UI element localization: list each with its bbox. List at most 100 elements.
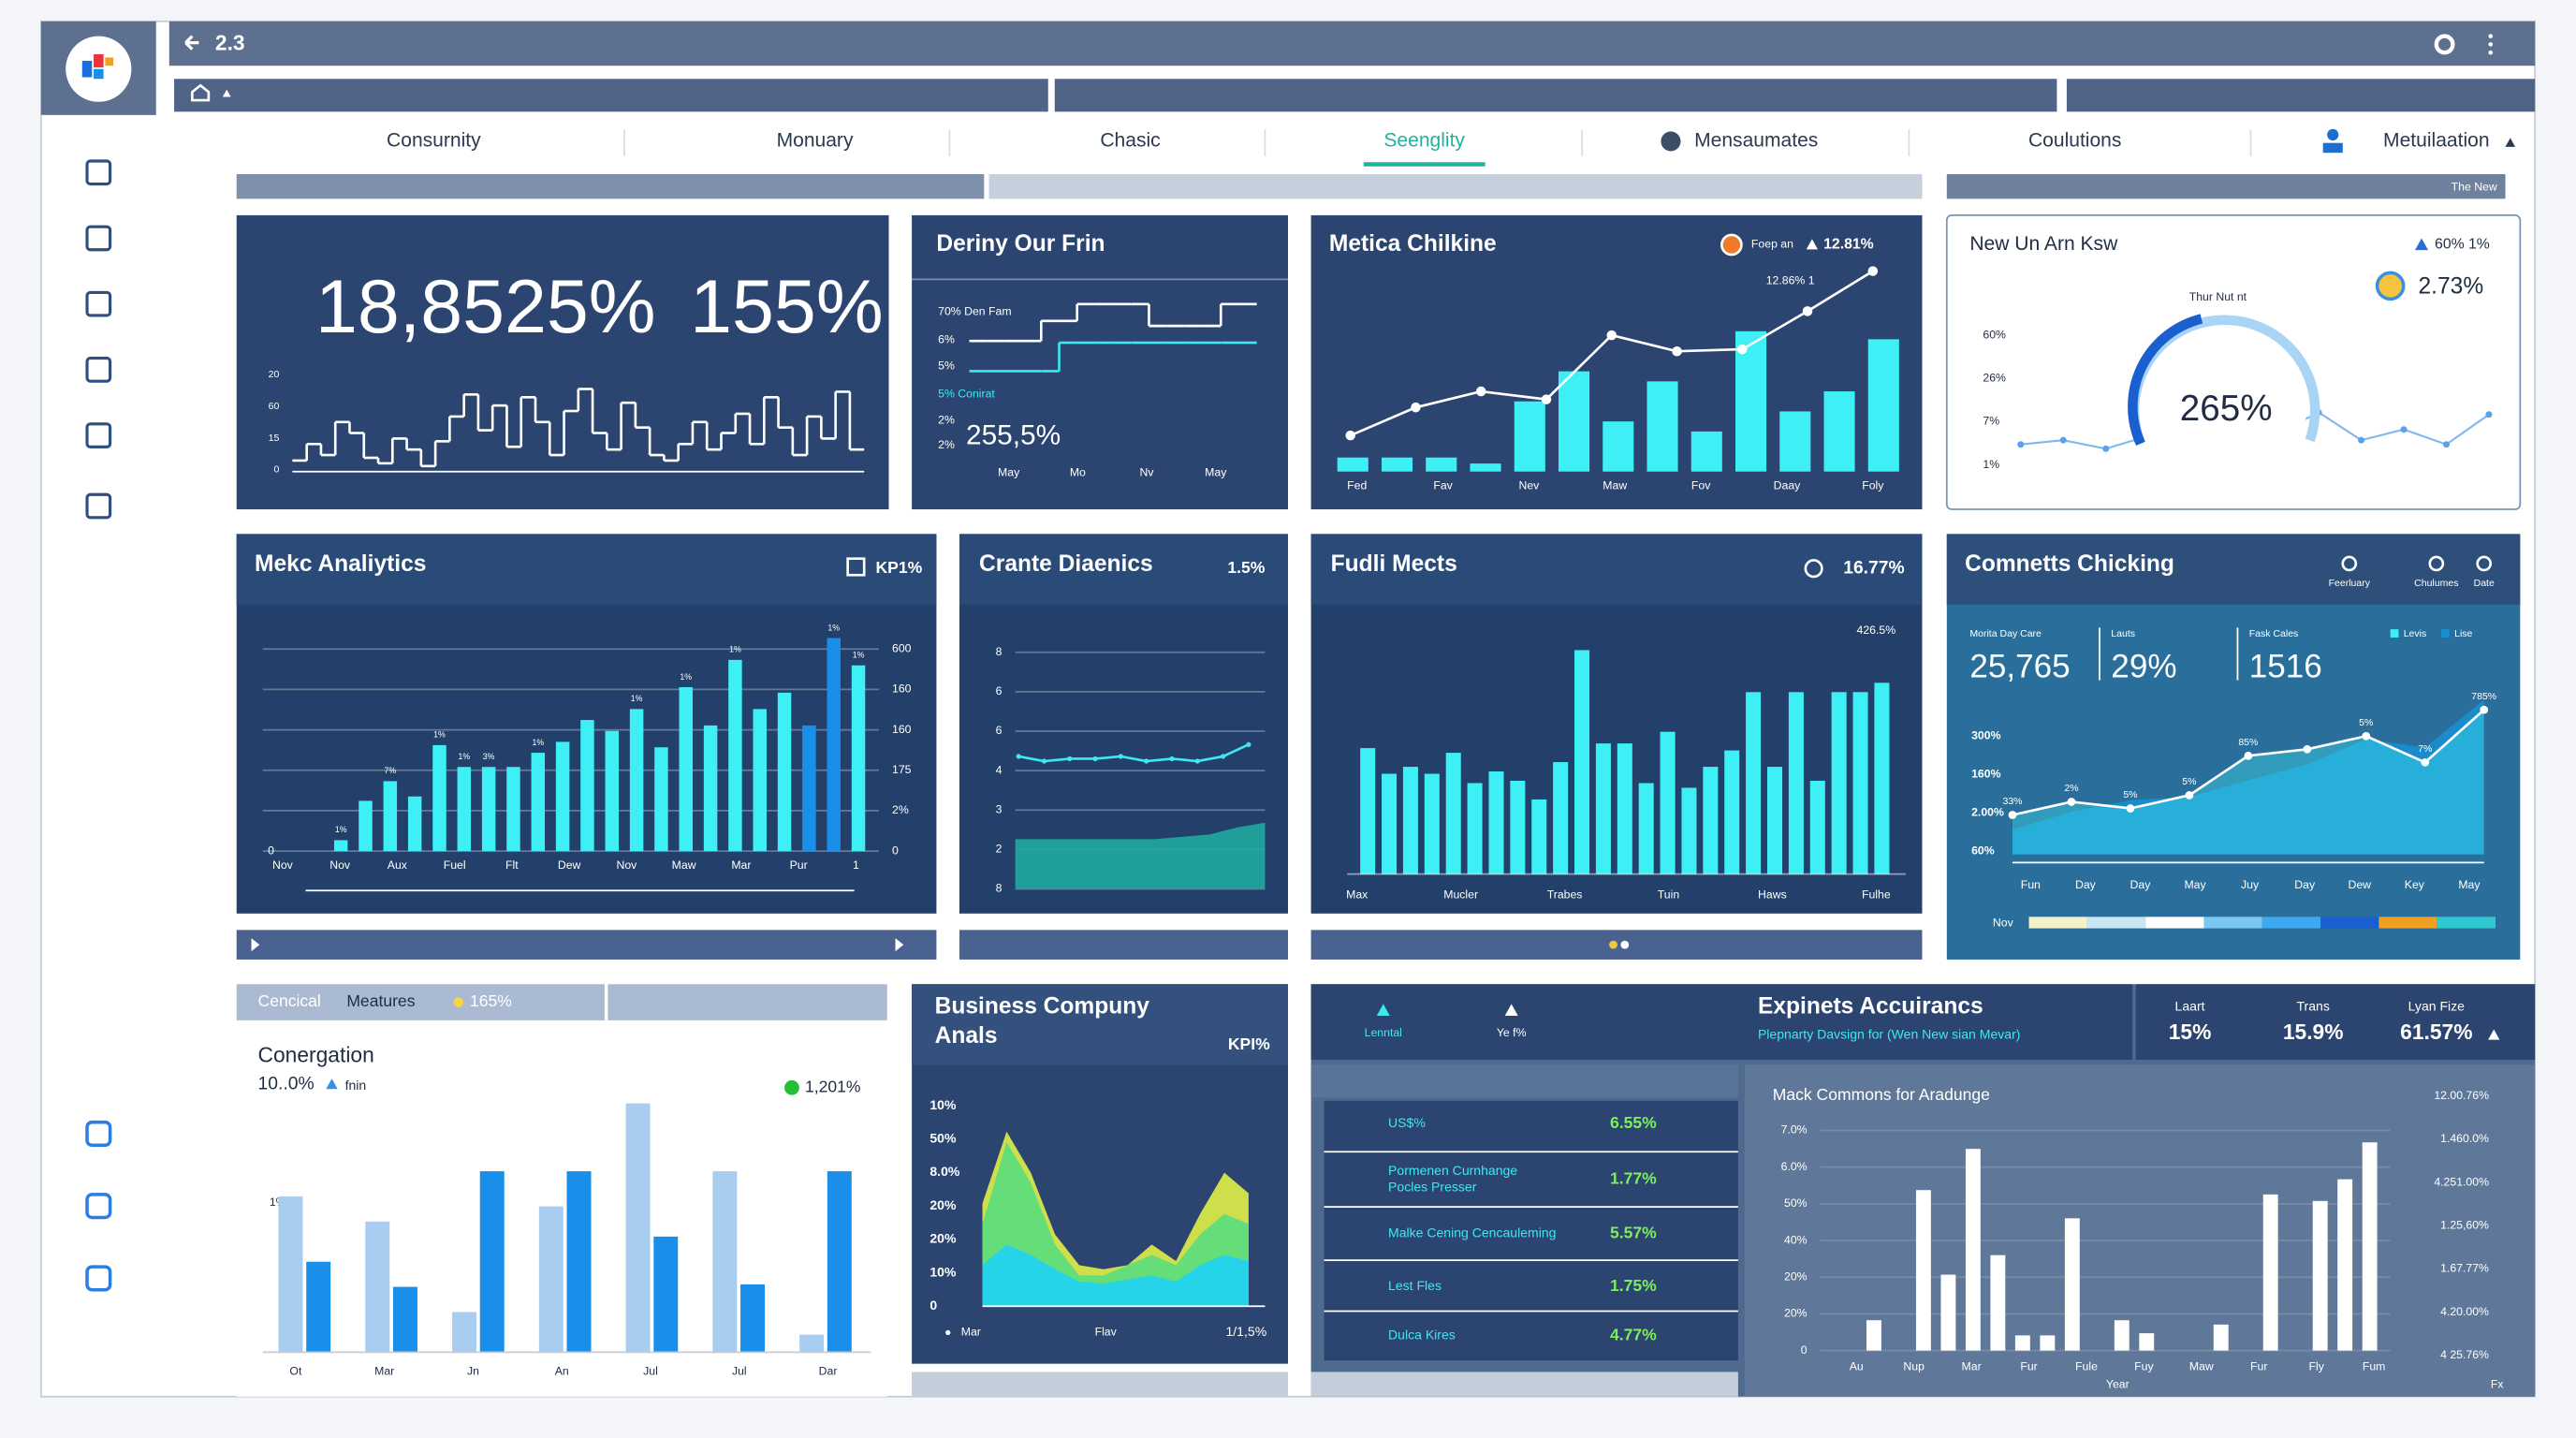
panel-title: New Un Arn Ksw xyxy=(1969,233,2118,255)
tab[interactable]: Consurnity xyxy=(387,129,481,151)
nav-icon[interactable] xyxy=(85,225,112,252)
bar xyxy=(1470,463,1501,472)
nav-icon[interactable] xyxy=(85,422,112,448)
nav-icon[interactable] xyxy=(85,1120,112,1148)
point-label: 7% xyxy=(2418,743,2432,755)
bar xyxy=(2213,1324,2229,1351)
point xyxy=(1041,758,1047,764)
nav-icon[interactable] xyxy=(85,159,112,186)
icon-label[interactable]: Ye f% xyxy=(1497,1026,1527,1039)
scroll-arrow[interactable] xyxy=(251,938,260,952)
x-tick-label: Daay xyxy=(1774,479,1802,492)
x-tick-label: May xyxy=(1205,466,1227,479)
legend-dot xyxy=(1720,233,1743,257)
x-tick-label: Dar xyxy=(819,1365,838,1378)
x-tick-label: Au xyxy=(1850,1359,1864,1372)
nav-icon[interactable] xyxy=(85,357,112,383)
strip xyxy=(988,174,1923,199)
tab[interactable]: Seenglity xyxy=(1383,129,1465,151)
bar xyxy=(1360,748,1376,874)
tab[interactable]: Cencical xyxy=(258,991,321,1010)
bar xyxy=(1703,767,1719,874)
icon-label[interactable]: Lenntal xyxy=(1365,1026,1402,1039)
x-tick-label: Haws xyxy=(1758,888,1787,902)
tab[interactable]: Chasic xyxy=(1100,129,1160,151)
scrollbar xyxy=(959,930,1288,960)
y-tick-label: 2% xyxy=(892,803,909,816)
scroll-arrow[interactable] xyxy=(895,938,904,952)
row-label: Dulca Kires xyxy=(1388,1328,1456,1343)
table-header xyxy=(1310,1064,1738,1098)
settings-icon[interactable] xyxy=(2434,34,2455,55)
tab[interactable]: Coulutions xyxy=(2028,129,2121,151)
back-icon[interactable] xyxy=(184,35,199,51)
bar xyxy=(580,720,594,852)
bar xyxy=(452,1312,477,1353)
x-tick-label: Nov xyxy=(272,858,294,872)
y-tick-label: 4.20.00% xyxy=(2440,1305,2489,1318)
y-tick-label: 160% xyxy=(1971,767,2000,780)
action-label[interactable]: Chulumes xyxy=(2414,578,2458,589)
home-icon[interactable] xyxy=(191,83,211,102)
kpi-value: 155% xyxy=(690,265,883,349)
legend-label: 5% Conirat xyxy=(938,387,995,400)
x-tick-label: Tuin xyxy=(1658,888,1680,902)
bar xyxy=(1734,330,1767,472)
point xyxy=(1737,344,1748,355)
nav-icon[interactable] xyxy=(85,1265,112,1292)
action-icon[interactable] xyxy=(2341,555,2358,572)
y-tick-label: 20% xyxy=(1784,1269,1808,1283)
point xyxy=(2358,436,2365,444)
menu-dot[interactable] xyxy=(2488,34,2494,38)
subtitle: Plepnarty Davsign for (Wen New sian Meva… xyxy=(1758,1026,2020,1041)
tab[interactable]: Mensaumates xyxy=(1694,129,1818,151)
gauge-bg xyxy=(2135,321,2307,493)
y-tick-label: 0 xyxy=(892,844,899,857)
y-tick-label: 7% xyxy=(1983,415,1999,428)
bar xyxy=(1514,401,1545,472)
bar xyxy=(1488,771,1504,874)
action-label[interactable]: Feerluary xyxy=(2329,578,2371,589)
row-label: Pocles Presser xyxy=(1388,1180,1477,1195)
bar xyxy=(2362,1142,2378,1351)
scrollbar xyxy=(236,930,937,960)
bar-label: 1% xyxy=(631,694,643,703)
tab[interactable]: Meatures xyxy=(346,991,415,1010)
bar xyxy=(653,1236,679,1353)
bar xyxy=(457,767,472,852)
action-label[interactable]: Date xyxy=(2474,578,2495,589)
bar xyxy=(1809,780,1825,874)
bar xyxy=(777,692,792,852)
action-icon[interactable] xyxy=(2428,555,2445,572)
point xyxy=(1067,756,1073,762)
tab[interactable]: Monuary xyxy=(777,129,854,151)
bar xyxy=(1990,1255,2006,1351)
bar xyxy=(1603,421,1634,472)
nav-icon[interactable] xyxy=(85,1193,112,1220)
bar xyxy=(1724,750,1740,874)
bar-label: 7% xyxy=(385,766,397,775)
arrow-icon xyxy=(2488,1029,2500,1040)
x-tick-label: May xyxy=(2458,878,2481,891)
bar xyxy=(2064,1218,2080,1351)
bar-label: 1% xyxy=(729,645,741,654)
menu-dot[interactable] xyxy=(2488,42,2494,47)
row-value: 6.55% xyxy=(1610,1113,1657,1132)
tab-icon xyxy=(2327,128,2339,141)
bar xyxy=(1788,692,1804,874)
top-bar xyxy=(168,21,2536,66)
x-tick-label: Fum xyxy=(2363,1359,2386,1372)
stat-label: Lauts xyxy=(2111,628,2135,639)
arrow-icon xyxy=(222,89,231,97)
stat-value: 25,765 xyxy=(1969,649,2070,685)
action-icon[interactable] xyxy=(2476,555,2493,572)
nav-icon[interactable] xyxy=(85,492,112,520)
nav-icon[interactable] xyxy=(85,290,112,317)
menu-dot[interactable] xyxy=(2488,50,2494,55)
bar xyxy=(1381,457,1413,472)
bar xyxy=(333,840,348,852)
tab[interactable]: Metuilaation xyxy=(2383,129,2490,151)
x-tick-label: Mar xyxy=(1962,1359,1982,1372)
tab[interactable]: 165% xyxy=(470,991,512,1010)
bar xyxy=(506,767,520,852)
